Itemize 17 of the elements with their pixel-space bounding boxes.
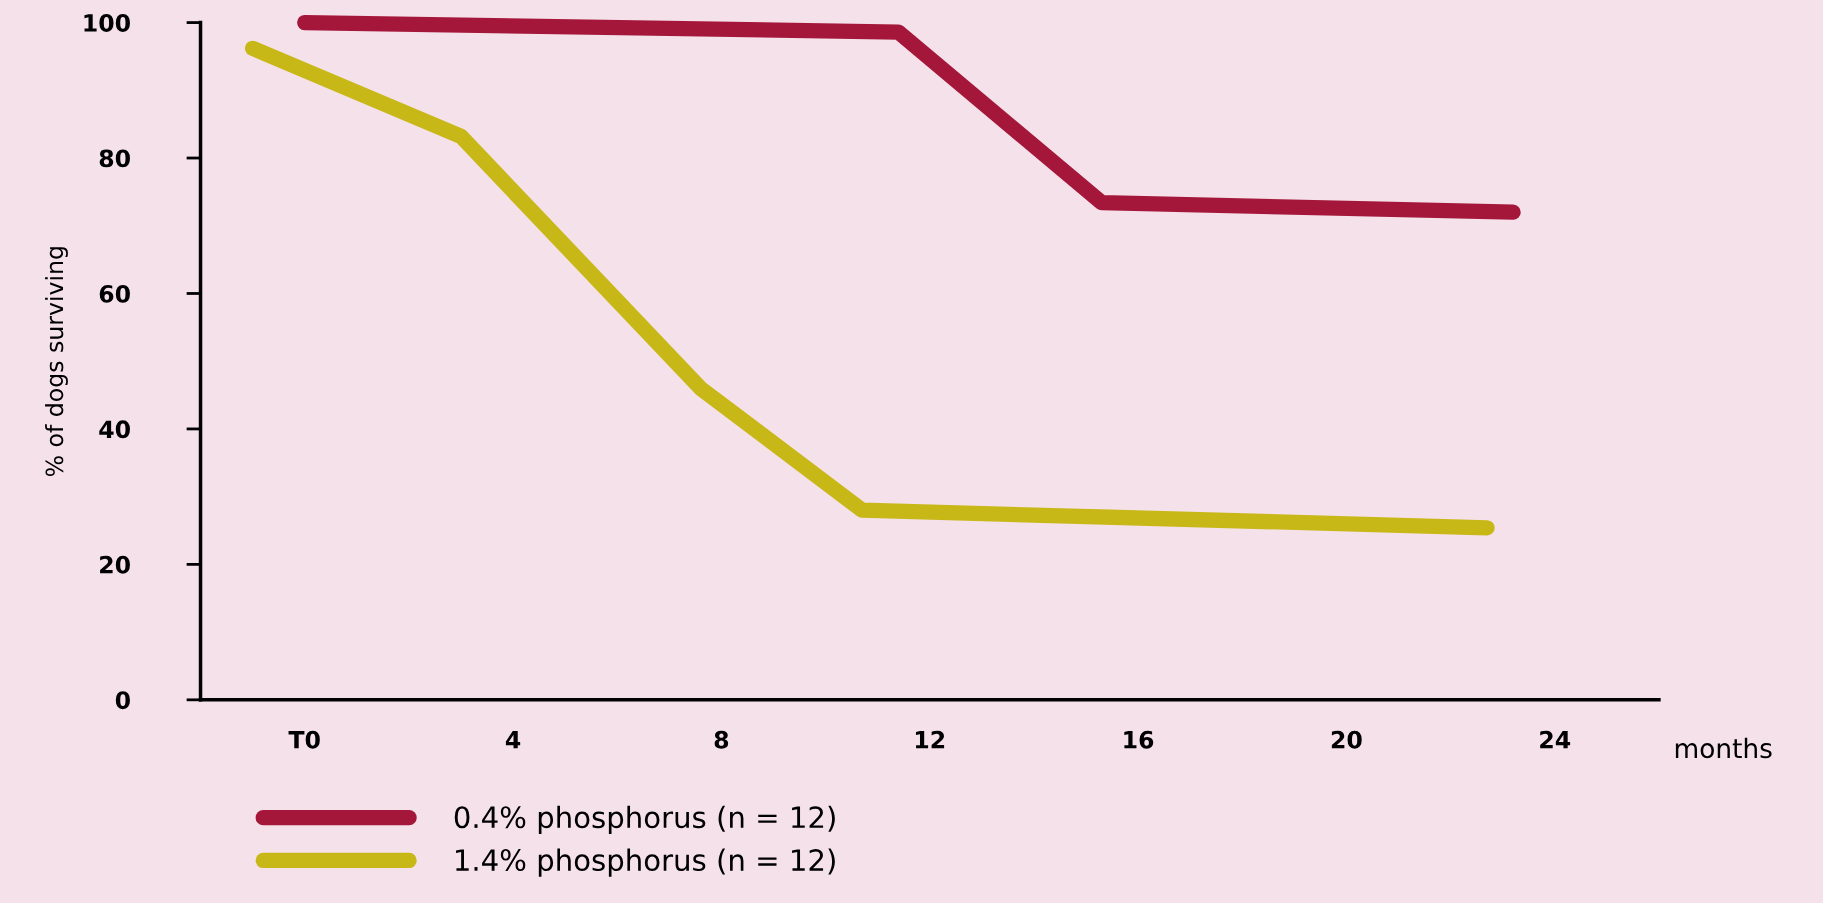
y-tick-label: 20 — [100, 555, 130, 574]
y-axis-title: % of dogs surviving — [45, 247, 68, 477]
legend-label: 1.4% phosphorus (n = 12) — [456, 848, 835, 877]
x-tick-label: 20 — [1331, 730, 1362, 749]
x-tick-label: 16 — [1124, 730, 1154, 749]
x-tick-label: T0 — [288, 730, 320, 749]
x-tick-label: 4 — [505, 731, 521, 749]
x-tick-label: 24 — [1540, 730, 1571, 749]
x-axis-title: months — [1675, 737, 1772, 759]
x-tick-label: 8 — [714, 730, 729, 749]
x-tick-label: 12 — [915, 730, 945, 749]
legend-label: 0.4% phosphorus (n = 12) — [454, 805, 835, 834]
y-tick-label: 80 — [99, 149, 130, 168]
y-tick-label: 100 — [84, 14, 130, 32]
y-tick-label: 60 — [99, 284, 130, 303]
y-tick-label: 0 — [115, 691, 130, 710]
y-tick-label: 40 — [99, 420, 130, 439]
